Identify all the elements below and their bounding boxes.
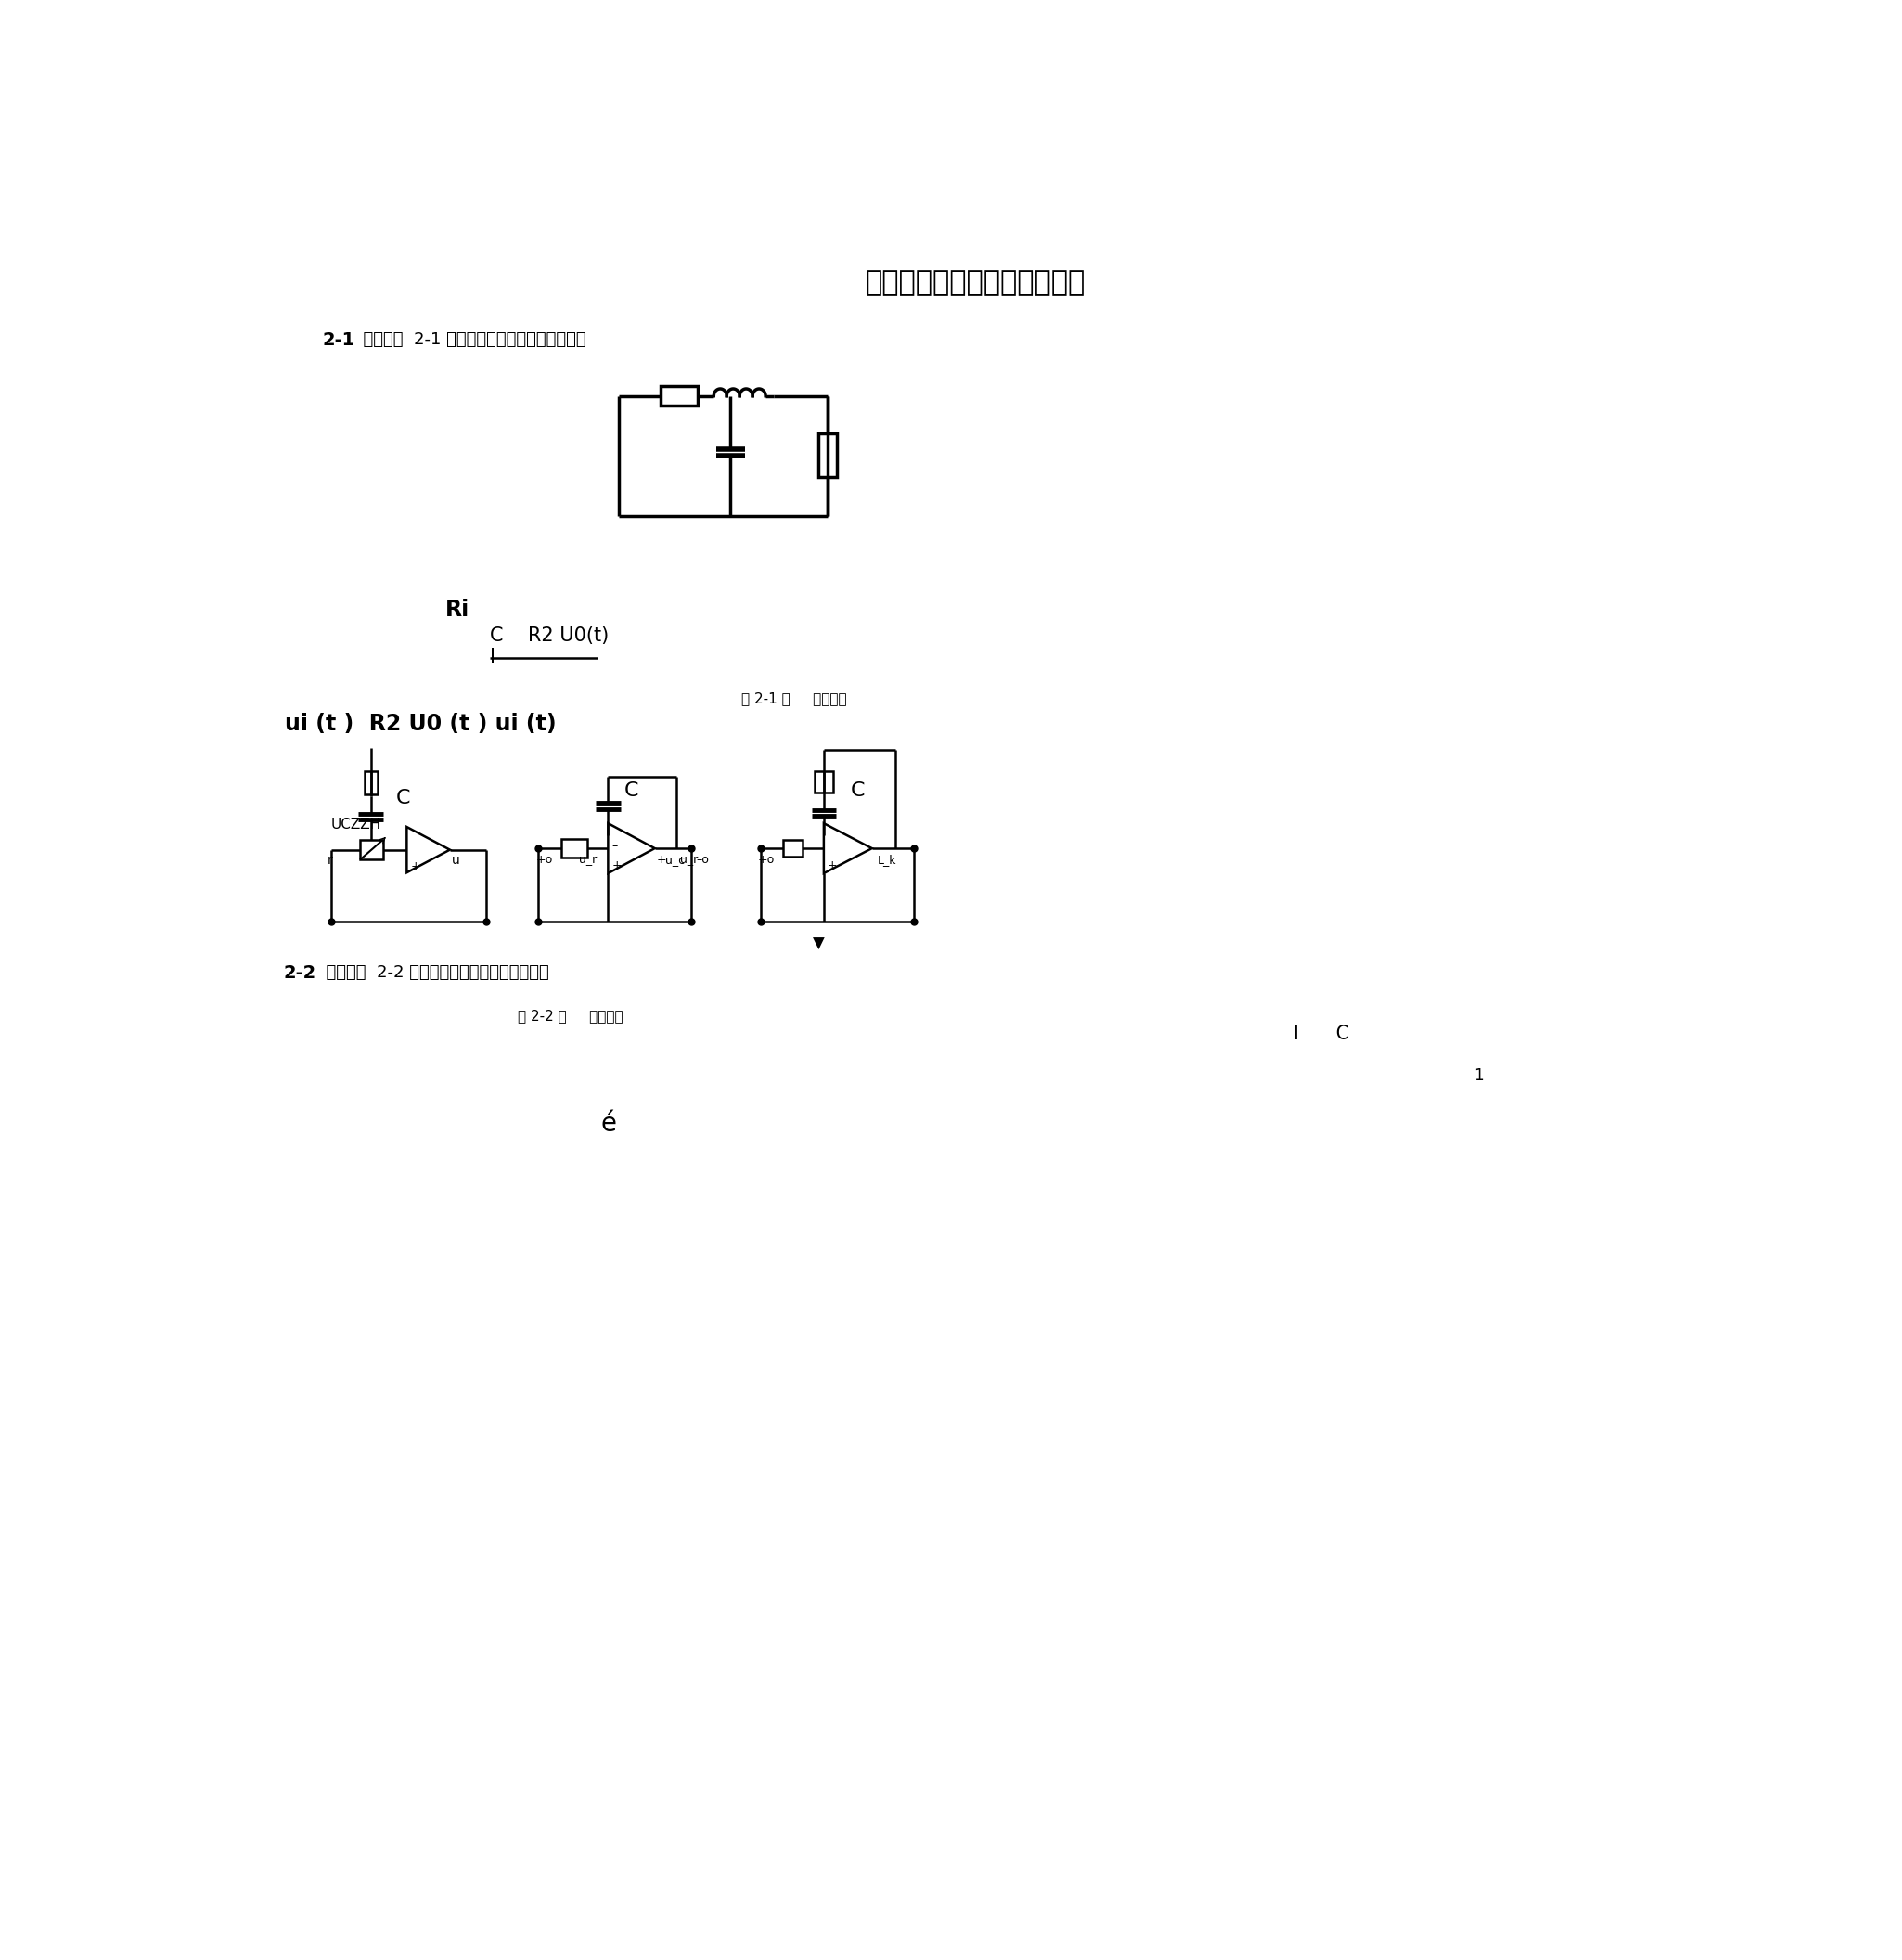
Text: 2-1: 2-1: [323, 331, 356, 349]
Text: C: C: [396, 790, 411, 808]
Text: u_c: u_c: [666, 855, 685, 866]
Text: +o: +o: [757, 855, 774, 866]
Text: +o: +o: [536, 855, 553, 866]
Text: UCZZH: UCZZH: [331, 817, 382, 831]
Text: 题 2-1 图     无源网络: 题 2-1 图 无源网络: [742, 692, 846, 706]
Text: u_r: u_r: [580, 855, 597, 866]
Text: +: +: [656, 855, 666, 866]
Text: –: –: [612, 839, 618, 853]
Text: +: +: [827, 858, 837, 870]
Text: （西安电子科技大学出版社）: （西安电子科技大学出版社）: [865, 270, 1084, 296]
Text: Ri: Ri: [445, 598, 470, 621]
Bar: [818, 433, 837, 478]
Text: é: é: [601, 1111, 616, 1137]
Text: 试列写题  2-1 图所示各无源网络的微分方程。: 试列写题 2-1 图所示各无源网络的微分方程。: [352, 331, 586, 349]
Text: C: C: [624, 782, 639, 800]
Text: C    R2 U0(t): C R2 U0(t): [489, 627, 609, 645]
Text: L_k: L_k: [877, 855, 896, 866]
Bar: [561, 839, 588, 858]
Text: r: r: [327, 855, 333, 866]
Bar: [660, 386, 698, 406]
Bar: [365, 770, 377, 794]
Text: l      C: l C: [1293, 1025, 1349, 1043]
Text: u_r: u_r: [681, 855, 698, 866]
Text: I: I: [489, 647, 495, 666]
Text: 1: 1: [1472, 1068, 1484, 1084]
Text: 2-2: 2-2: [283, 964, 316, 982]
Bar: [814, 770, 833, 792]
Text: C: C: [850, 782, 865, 800]
Text: 题 2-2 图     有源网络: 题 2-2 图 有源网络: [517, 1009, 624, 1023]
Text: ▼: ▼: [812, 935, 825, 953]
Bar: [359, 839, 382, 860]
Text: +: +: [612, 858, 622, 870]
Text: ui (t )  R2 U0 (t ) ui (t): ui (t ) R2 U0 (t ) ui (t): [285, 713, 555, 735]
Bar: [784, 839, 803, 857]
Text: –o: –o: [696, 855, 709, 866]
Text: 试列写题  2-2 图所示各有源网络的微分方程。: 试列写题 2-2 图所示各有源网络的微分方程。: [316, 964, 550, 980]
Text: +: +: [411, 860, 420, 872]
Text: u: u: [453, 855, 460, 866]
